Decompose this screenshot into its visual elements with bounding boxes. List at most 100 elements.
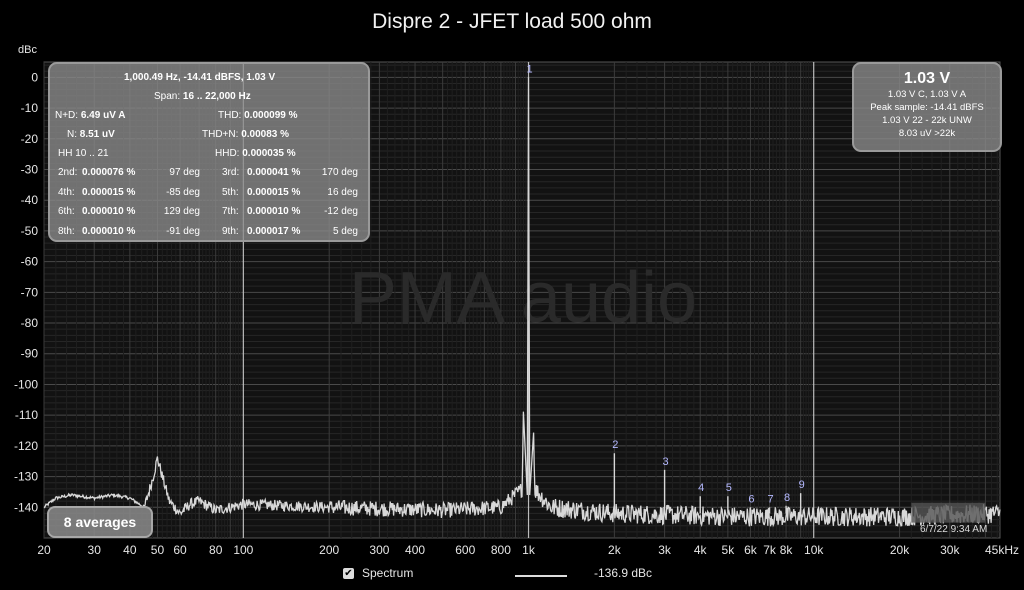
spectrum-checkbox[interactable]: ✔: [343, 568, 354, 579]
y-tick-label: -130: [14, 470, 38, 484]
y-tick-label: -140: [14, 500, 38, 514]
x-tick-label: 20: [37, 543, 51, 557]
harmonic-label: 9: [799, 479, 805, 491]
harmonic-value-left: 0.000015 %: [82, 186, 136, 198]
y-tick-label: -60: [21, 255, 39, 269]
x-tick-label: 200: [319, 543, 339, 557]
x-tick-label: 30: [88, 543, 102, 557]
level-panel: 1.03 V 1.03 V C, 1.03 V A Peak sample: -…: [852, 62, 1002, 152]
x-tick-label: 30k: [940, 543, 960, 557]
x-tick-label: 3k: [658, 543, 672, 557]
x-tick-label: 10k: [804, 543, 824, 557]
x-tick-label: 600: [455, 543, 475, 557]
level-line-3: 1.03 V 22 - 22k UNW: [882, 115, 972, 126]
timestamp: 6/7/22 9:34 AM: [920, 524, 988, 535]
harmonic-label: 5: [726, 482, 732, 494]
legend-line-swatch: [515, 575, 567, 577]
x-axis-ticks: 20 30 40 50 60 80 100 200 300 400 600 800 1k 2k 3k 4k 5k…: [37, 543, 1019, 557]
x-tick-label: 5k: [722, 543, 736, 557]
thd-value: 0.000099 %: [244, 110, 298, 121]
y-tick-label: -110: [15, 408, 38, 422]
harmonic-label: 4: [698, 482, 704, 494]
harmonic-label-left: 4th:: [58, 186, 75, 198]
harmonic-label: 7: [767, 493, 773, 505]
harmonic-value-right: 0.000041 %: [247, 167, 301, 178]
harmonic-value-left: 0.000010 %: [82, 206, 136, 217]
distortion-panel: 1,000.49 Hz, -14.41 dBFS, 1.03 V Span: 1…: [48, 62, 370, 242]
y-tick-label: -30: [21, 162, 39, 176]
nd-value: 6.49 uV A: [80, 110, 126, 121]
x-tick-label: 8k: [780, 543, 794, 557]
thd-label: THD:: [218, 110, 242, 121]
x-tick-label: 1k: [522, 543, 536, 557]
x-tick-label: 6k: [744, 543, 758, 557]
harmonic-phase-right: 5 deg: [332, 225, 358, 237]
harmonic-phase-left: 129 deg: [163, 206, 200, 217]
nd-label: N+D:: [55, 110, 79, 121]
harmonic-label: 8: [784, 492, 790, 504]
harmonic-label-left: 6th:: [58, 206, 75, 217]
harmonic-value-right: 0.000017 %: [247, 225, 301, 237]
thdn-value: 0.00083 %: [241, 129, 290, 140]
harmonic-label-right: 5th:: [222, 186, 239, 198]
x-tick-label: 400: [405, 543, 425, 557]
hhd-label: HHD:: [215, 148, 240, 159]
y-tick-label: -120: [14, 439, 38, 453]
x-tick-label: 800: [491, 543, 511, 557]
level-line-4: 8.03 uV >22k: [898, 128, 956, 139]
harmonic-value-left: 0.000010 %: [82, 225, 136, 237]
harmonic-phase-right: 170 deg: [321, 167, 358, 178]
legend-value: -136.9 dBc: [594, 566, 653, 580]
x-tick-label: 45kHz: [985, 543, 1019, 557]
y-axis-label: dBc: [18, 44, 37, 56]
harmonic-phase-left: 97 deg: [169, 167, 200, 178]
n-label: N:: [67, 129, 77, 140]
y-tick-label: -90: [21, 347, 39, 361]
y-tick-label: -70: [21, 285, 39, 299]
harmonic-value-left: 0.000076 %: [82, 167, 136, 178]
harmonic-label-right: 3rd:: [222, 167, 240, 178]
harmonic-phase-right: 16 deg: [327, 186, 358, 198]
legend-series-label: Spectrum: [362, 566, 414, 580]
harmonic-label-right: 9th:: [222, 225, 239, 237]
x-tick-label: 40: [123, 543, 137, 557]
x-tick-label: 80: [209, 543, 223, 557]
n-value: 8.51 uV: [79, 129, 115, 140]
x-tick-label: 60: [173, 543, 187, 557]
harmonic-phase-right: -12 deg: [324, 206, 358, 217]
hh-label: HH 10 .. 21: [58, 148, 109, 159]
span-label: Span:: [154, 91, 181, 102]
harmonic-label-left: 8th:: [58, 225, 75, 237]
y-tick-label: -20: [21, 132, 39, 146]
out-of-band-noise: [911, 502, 986, 523]
span-value: 16 .. 22,000 Hz: [182, 91, 251, 102]
averages-badge[interactable]: 8 averages: [47, 506, 153, 538]
spectrum-line: [43, 77, 1001, 528]
y-axis-ticks: 0 -10 -20 -30 -40 -50 -60 -70 -80 -90 -100 -110 -120…: [14, 70, 38, 514]
harmonic-label-left: 2nd:: [58, 167, 78, 178]
measurement-header: 1,000.49 Hz, -14.41 dBFS, 1.03 V: [124, 72, 276, 83]
y-tick-label: 0: [31, 70, 38, 84]
harmonic-markers: 1 2 3 4 5 6 7 89: [526, 63, 805, 514]
thdn-label: THD+N:: [202, 129, 239, 140]
y-tick-label: -10: [21, 101, 39, 115]
harmonic-phase-left: -85 deg: [166, 186, 200, 198]
x-tick-label: 7k: [763, 543, 777, 557]
y-tick-label: -80: [21, 316, 39, 330]
x-tick-label: 300: [369, 543, 389, 557]
x-tick-label: 20k: [890, 543, 910, 557]
level-line-1: 1.03 V C, 1.03 V A: [887, 89, 967, 100]
harmonic-label-right: 7th:: [222, 206, 239, 217]
watermark: PMA audio: [349, 258, 697, 338]
harmonic-phase-left: -91 deg: [166, 225, 200, 237]
spectrum-series: [43, 77, 1001, 528]
x-tick-label: 2k: [608, 543, 622, 557]
harmonic-label: 6: [748, 493, 754, 505]
harmonic-label: 1: [526, 63, 532, 75]
harmonic-label: 2: [612, 439, 618, 451]
harmonic-value-right: 0.000010 %: [247, 206, 301, 217]
x-tick-label: 4k: [694, 543, 708, 557]
harmonic-label: 3: [663, 456, 669, 468]
level-line-2: Peak sample: -14.41 dBFS: [870, 102, 984, 113]
